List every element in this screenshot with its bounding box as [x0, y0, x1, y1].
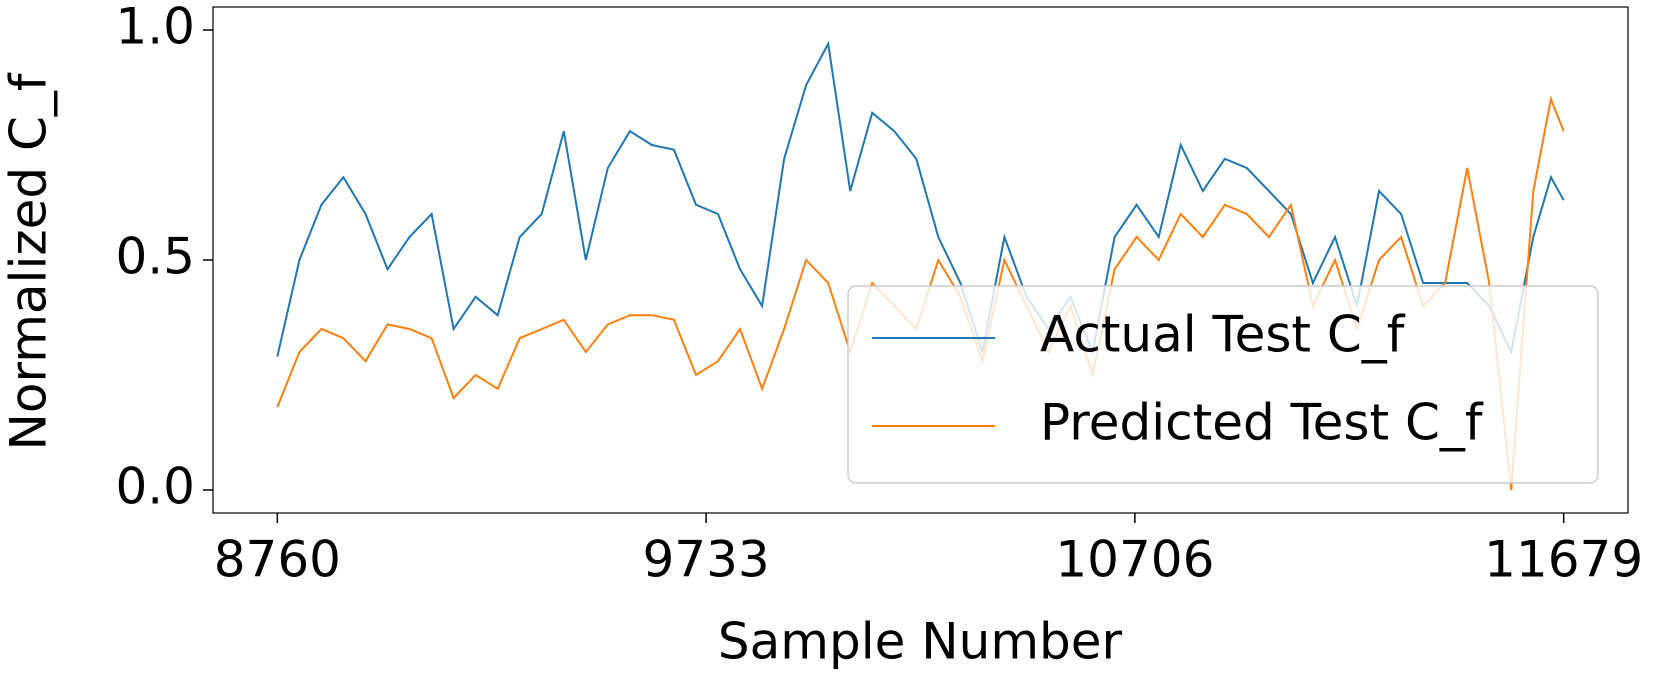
x-tick-label: 9733: [642, 531, 769, 589]
y-tick-label: 0.5: [115, 228, 195, 286]
legend-label: Actual Test C_f: [1040, 306, 1406, 364]
x-tick-label: 10706: [1055, 531, 1214, 589]
x-tick-label: 8760: [214, 531, 341, 589]
x-tick-label: 11679: [1484, 531, 1643, 589]
y-tick-label: 1.0: [115, 0, 195, 56]
plot-frame: [212, 6, 1629, 514]
legend-box: [847, 285, 1599, 484]
legend-label: Predicted Test C_f: [1040, 394, 1484, 452]
x-axis-label: Sample Number: [718, 613, 1123, 671]
y-tick-label: 0.0: [115, 458, 195, 516]
y-axis-label: Normalized C_f: [0, 72, 58, 450]
